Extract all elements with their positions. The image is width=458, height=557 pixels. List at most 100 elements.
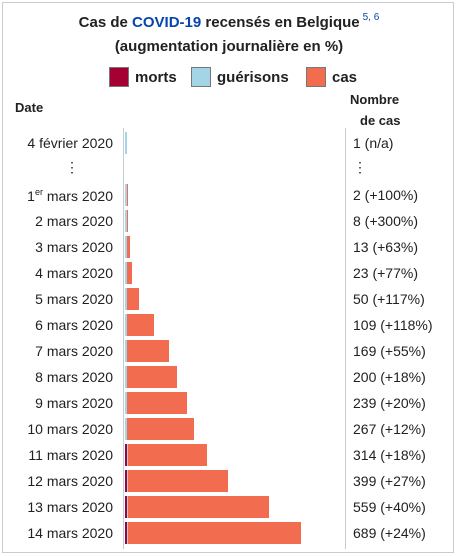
bar-area-right-border: [345, 128, 346, 549]
table-row: 8 mars 2020 200 (+18%): [0, 364, 458, 390]
row-count: 50 (+117%): [353, 291, 425, 307]
row-date: 4 mars 2020: [35, 265, 113, 281]
legend-item: guérisons: [191, 64, 289, 90]
row-count: 239 (+20%): [353, 395, 426, 411]
chart-legend: morts guérisons cas: [0, 64, 458, 90]
row-date: 5 mars 2020: [35, 291, 113, 307]
bar-cas: [126, 314, 154, 336]
legend-swatch: [306, 67, 326, 87]
bar-cas: [128, 470, 229, 492]
row-date-rest: mars 2020: [42, 188, 113, 204]
bar-cas: [126, 210, 129, 232]
row-date: 7 mars 2020: [35, 343, 113, 359]
row-date-day: 1: [27, 188, 35, 204]
row-date: 1er mars 2020: [0, 187, 113, 204]
legend-label: cas: [332, 68, 358, 86]
bar-cas: [126, 392, 187, 414]
bar-cas: [128, 444, 207, 466]
title-prefix: Cas de: [78, 14, 133, 31]
title-references[interactable]: 5, 6: [362, 12, 380, 23]
table-row: 2 mars 2020 8 (+300%): [0, 208, 458, 234]
bar-cas: [126, 340, 169, 362]
row-count: 169 (+55%): [353, 343, 426, 359]
row-count: 399 (+27%): [353, 473, 426, 489]
bar-guérisons: [125, 314, 127, 336]
table-row: 11 mars 2020 314 (+18%): [0, 442, 458, 468]
bar-cas: [126, 184, 128, 206]
count-ellipsis: ⋮: [353, 159, 367, 175]
date-ellipsis: ⋮: [65, 159, 79, 175]
bar-guérisons: [125, 262, 127, 284]
bar-morts: [125, 496, 127, 518]
chart-title: Cas de COVID-19 recensés en Belgique 5, 6: [0, 12, 458, 31]
table-row: 7 mars 2020 169 (+55%): [0, 338, 458, 364]
bar-guérisons: [125, 236, 127, 258]
bar-area-left-border: [123, 128, 124, 549]
row-count: 314 (+18%): [353, 447, 426, 463]
table-row: 12 mars 2020 399 (+27%): [0, 468, 458, 494]
bar-guérisons: [125, 288, 127, 310]
bar-cas: [126, 288, 139, 310]
legend-swatch: [109, 67, 129, 87]
row-count: 13 (+63%): [353, 239, 418, 255]
covid-link[interactable]: COVID-19: [132, 14, 202, 31]
legend-item: morts: [109, 64, 177, 90]
bar-cas: [126, 366, 177, 388]
bar-cas: [128, 522, 302, 544]
row-count: 1 (n/a): [353, 135, 394, 151]
table-row: 4 mars 2020 23 (+77%): [0, 260, 458, 286]
table-row: 14 mars 2020 689 (+24%): [0, 520, 458, 546]
bar-guérisons: [126, 470, 128, 492]
row-count: 8 (+300%): [353, 213, 418, 229]
table-row: 5 mars 2020 50 (+117%): [0, 286, 458, 312]
bar-guérisons: [125, 132, 127, 154]
table-row: 6 mars 2020 109 (+118%): [0, 312, 458, 338]
bar-cas: [126, 236, 130, 258]
row-date: 6 mars 2020: [35, 317, 113, 333]
ellipsis-row: ⋮ ⋮: [0, 156, 458, 182]
table-row: 13 mars 2020 559 (+40%): [0, 494, 458, 520]
bar-guérisons: [125, 210, 127, 232]
row-count: 2 (+100%): [353, 187, 418, 203]
chart-subtitle: (augmentation journalière en %): [114, 38, 344, 55]
bar-guérisons: [126, 496, 128, 518]
row-count: 23 (+77%): [353, 265, 418, 281]
bar-cas: [126, 262, 133, 284]
row-date: 14 mars 2020: [27, 525, 113, 541]
row-count: 267 (+12%): [353, 421, 426, 437]
table-row: 4 février 2020 1 (n/a): [0, 130, 458, 156]
title-suffix: recensés en Belgique: [201, 14, 360, 31]
column-header-count-line2: de cas: [360, 113, 401, 128]
bar-guérisons: [125, 366, 127, 388]
legend-label: guérisons: [217, 68, 289, 86]
bar-guérisons: [125, 418, 127, 440]
row-count: 559 (+40%): [353, 499, 426, 515]
row-count: 109 (+118%): [353, 317, 433, 333]
row-date: 4 février 2020: [27, 135, 113, 151]
row-date: 10 mars 2020: [27, 421, 113, 437]
legend-item: cas: [306, 64, 357, 90]
row-date: 12 mars 2020: [27, 473, 113, 489]
row-date: 11 mars 2020: [28, 447, 113, 463]
legend-swatch: [191, 67, 211, 87]
bar-cas: [128, 496, 269, 518]
bar-guérisons: [125, 184, 127, 206]
row-date: 3 mars 2020: [35, 239, 113, 255]
row-date: 9 mars 2020: [35, 395, 113, 411]
row-count: 689 (+24%): [353, 525, 426, 541]
column-header-count-line1: Nombre: [350, 92, 400, 107]
row-count: 200 (+18%): [353, 369, 426, 385]
legend-label: morts: [135, 68, 177, 86]
column-header-date: Date: [15, 100, 44, 115]
row-date: 2 mars 2020: [35, 213, 113, 229]
row-date: 8 mars 2020: [35, 369, 113, 385]
bar-cas: [126, 418, 194, 440]
bar-morts: [125, 470, 127, 492]
table-row: 9 mars 2020 239 (+20%): [0, 390, 458, 416]
bar-morts: [125, 444, 127, 466]
row-date: 13 mars 2020: [27, 499, 113, 515]
table-row: 10 mars 2020 267 (+12%): [0, 416, 458, 442]
chart-frame: [2, 2, 454, 553]
bar-guérisons: [125, 392, 127, 414]
bar-morts: [125, 522, 127, 544]
